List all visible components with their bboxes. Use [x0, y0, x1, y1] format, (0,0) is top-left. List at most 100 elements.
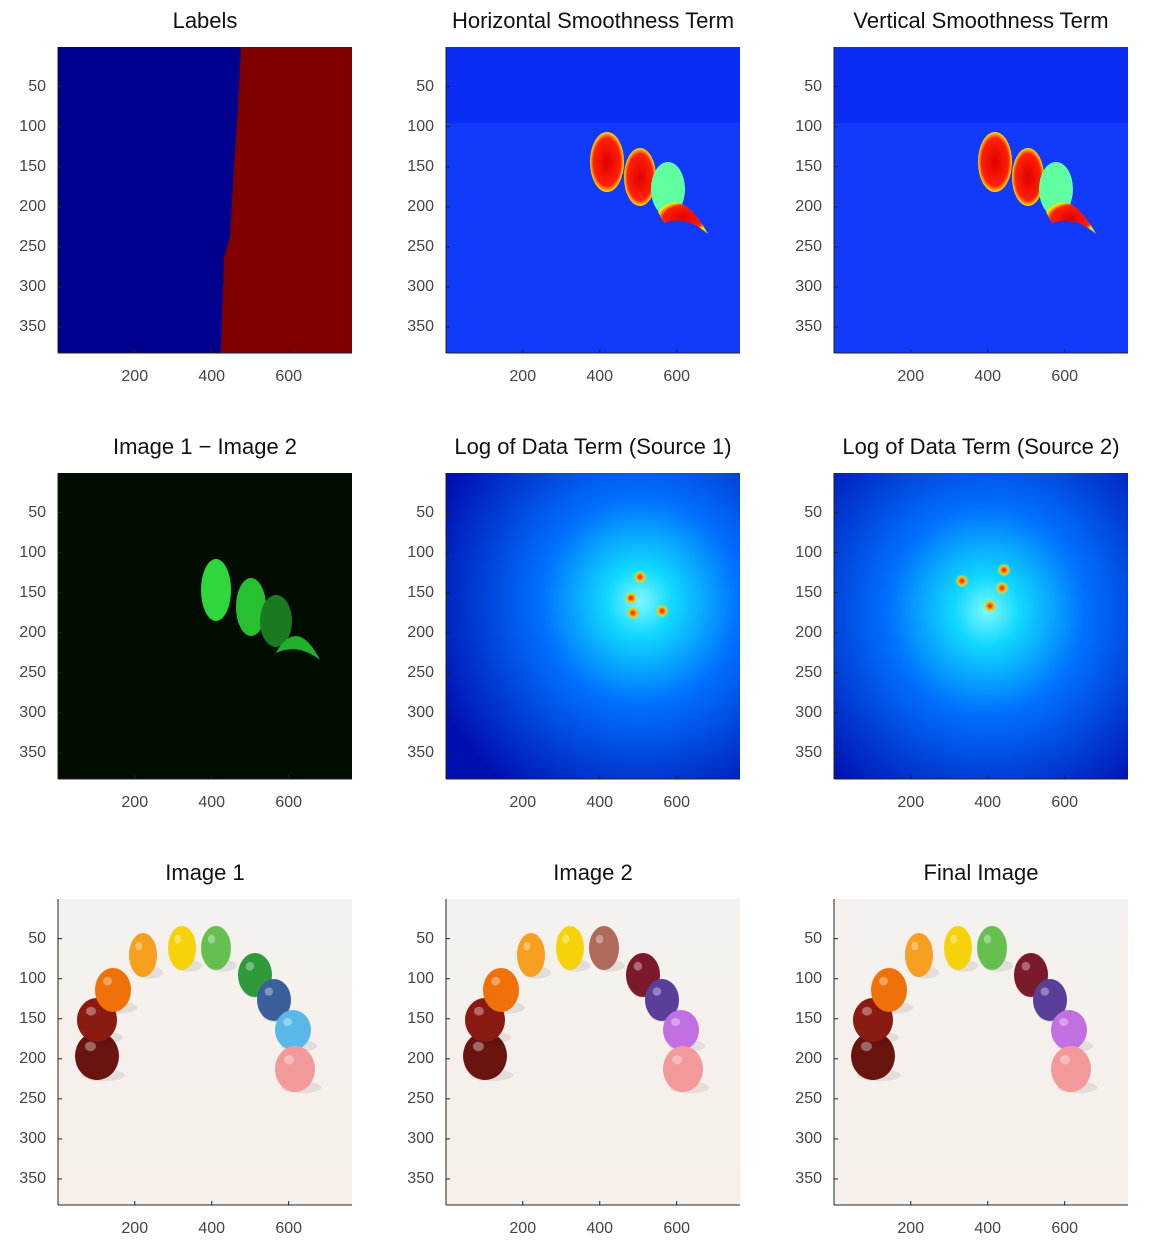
candy-highlight	[208, 935, 216, 944]
image-background	[446, 473, 740, 779]
y-tick-label: 100	[407, 544, 434, 561]
image-background	[834, 473, 1128, 779]
y-tick-label: 100	[19, 118, 46, 135]
candy	[977, 926, 1007, 970]
y-tick-label: 50	[804, 930, 822, 947]
x-tick-label: 400	[198, 1220, 225, 1237]
y-tick-label: 350	[19, 318, 46, 335]
y-tick-label: 350	[795, 318, 822, 335]
image	[834, 47, 1128, 353]
y-tick-label: 200	[795, 1050, 822, 1067]
x-tick-label: 400	[586, 794, 613, 811]
candy-highlight	[1022, 962, 1031, 971]
x-tick-label: 600	[1051, 1220, 1078, 1237]
image	[834, 899, 1128, 1205]
y-tick-label: 150	[795, 584, 822, 601]
candy	[517, 933, 545, 977]
candy-highlight	[672, 1055, 682, 1064]
candy-highlight	[596, 935, 604, 944]
y-tick-label: 250	[795, 238, 822, 255]
candy-highlight	[491, 977, 500, 986]
y-tick-label: 200	[407, 1050, 434, 1067]
chart-title: Labels	[173, 8, 238, 33]
blob	[590, 132, 624, 192]
blob	[1012, 148, 1044, 206]
blob	[978, 132, 1012, 192]
candy-highlight	[879, 977, 888, 986]
candy-highlight	[103, 977, 112, 986]
candy-highlight	[474, 1007, 484, 1016]
candy-highlight	[950, 935, 957, 944]
candy-highlight	[911, 942, 918, 951]
y-tick-label: 100	[407, 118, 434, 135]
candy-highlight	[523, 942, 530, 951]
candy-highlight	[174, 935, 181, 944]
y-tick-label: 200	[19, 1050, 46, 1067]
y-tick-label: 150	[19, 1010, 46, 1027]
x-tick-label: 200	[509, 794, 536, 811]
candy-highlight	[473, 1042, 484, 1052]
candy-highlight	[284, 1055, 294, 1064]
y-tick-label: 250	[19, 238, 46, 255]
y-tick-label: 300	[19, 278, 46, 295]
y-tick-label: 300	[407, 704, 434, 721]
y-tick-label: 300	[795, 704, 822, 721]
x-tick-label: 600	[1051, 794, 1078, 811]
candy-highlight	[562, 935, 569, 944]
x-tick-label: 600	[1051, 368, 1078, 385]
y-tick-label: 350	[19, 744, 46, 761]
x-tick-label: 200	[121, 1220, 148, 1237]
candy	[483, 968, 519, 1012]
x-tick-label: 200	[897, 794, 924, 811]
candy	[556, 926, 584, 970]
candy-highlight	[634, 962, 643, 971]
candy-highlight	[653, 987, 662, 995]
candy	[1051, 1010, 1087, 1050]
y-tick-label: 100	[795, 970, 822, 987]
y-tick-label: 100	[19, 970, 46, 987]
candy	[129, 933, 157, 977]
y-tick-label: 300	[407, 278, 434, 295]
chart-title: Log of Data Term (Source 2)	[842, 434, 1119, 459]
y-tick-label: 200	[795, 624, 822, 641]
image	[58, 899, 352, 1205]
x-tick-label: 400	[974, 1220, 1001, 1237]
y-tick-label: 150	[407, 158, 434, 175]
figure: Labels20040060050100150200250300350Horiz…	[0, 0, 1172, 1243]
peak	[995, 581, 1009, 595]
x-tick-label: 400	[974, 368, 1001, 385]
candy	[871, 968, 907, 1012]
x-tick-label: 200	[897, 368, 924, 385]
x-tick-label: 600	[663, 368, 690, 385]
y-tick-label: 50	[804, 504, 822, 521]
x-tick-label: 200	[121, 794, 148, 811]
y-tick-label: 300	[19, 1130, 46, 1147]
candy	[589, 926, 619, 970]
candy-highlight	[135, 942, 142, 951]
image-background	[58, 473, 352, 779]
candy	[663, 1010, 699, 1050]
y-tick-label: 350	[407, 744, 434, 761]
y-tick-label: 350	[795, 744, 822, 761]
chart-title: Image 2	[553, 860, 633, 885]
candy-highlight	[283, 1018, 292, 1026]
y-tick-label: 300	[19, 704, 46, 721]
y-tick-label: 50	[416, 504, 434, 521]
y-tick-label: 100	[795, 544, 822, 561]
candy-highlight	[1059, 1018, 1068, 1026]
y-tick-label: 300	[407, 1130, 434, 1147]
y-tick-label: 350	[407, 1170, 434, 1187]
peak	[626, 606, 640, 620]
image	[446, 47, 740, 353]
peak	[633, 570, 647, 584]
candy-highlight	[85, 1042, 96, 1052]
y-tick-label: 50	[416, 930, 434, 947]
region	[221, 47, 352, 353]
peak	[624, 591, 638, 605]
image	[834, 473, 1128, 779]
candy-highlight	[1060, 1055, 1070, 1064]
y-tick-label: 150	[19, 584, 46, 601]
image	[446, 473, 740, 779]
